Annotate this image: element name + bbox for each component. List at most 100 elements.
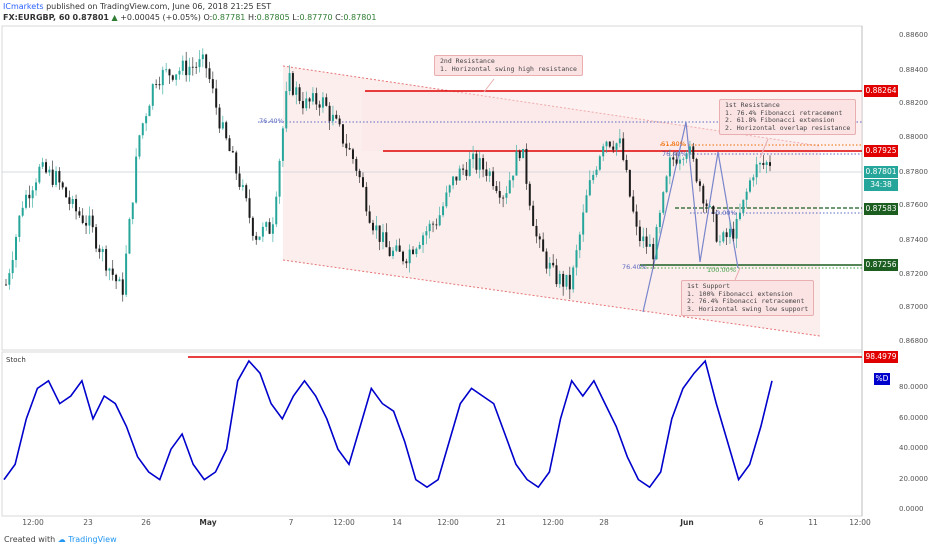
x-tick: Jun — [680, 518, 694, 527]
candle-body — [308, 98, 311, 102]
candle-body — [602, 146, 605, 157]
candle-body — [258, 236, 261, 240]
candle-body — [98, 248, 101, 253]
candle-body — [208, 68, 211, 80]
candle-body — [648, 243, 651, 247]
candle-body — [121, 279, 124, 295]
tradingview-link[interactable]: TradingView — [68, 535, 117, 544]
candle-body — [235, 152, 238, 174]
candle-body — [705, 203, 708, 207]
x-tick: 12:00 — [22, 518, 44, 527]
candle-body — [288, 73, 291, 92]
candle-body — [58, 171, 61, 183]
candle-body — [105, 249, 108, 271]
candle-body — [765, 162, 768, 166]
current-price-tag: 0.87801 — [864, 166, 898, 178]
candle-body — [275, 196, 278, 225]
candle-body — [368, 211, 371, 223]
candle-body — [595, 169, 598, 175]
first-support-callout[interactable]: 1st Support 1. 100% Fibonacci extension … — [681, 280, 815, 317]
candle-body — [125, 253, 128, 295]
candle-body — [422, 235, 425, 246]
candle-body — [248, 198, 251, 218]
open-label: O: — [203, 13, 213, 22]
candle-body — [498, 191, 501, 198]
candle-body — [328, 105, 331, 121]
candle-body — [618, 138, 621, 144]
candle-body — [251, 217, 254, 236]
x-tick: 21 — [496, 518, 506, 527]
candle-body — [542, 239, 545, 252]
candle-body — [28, 194, 31, 199]
candle-body — [261, 226, 264, 237]
candle-body — [418, 245, 421, 249]
candle-body — [712, 206, 715, 214]
y-tick: 0.86800 — [899, 337, 928, 345]
candle-body — [385, 232, 388, 248]
s1-pointer — [734, 267, 741, 281]
candle-body — [615, 143, 618, 150]
x-tick: 11 — [808, 518, 818, 527]
high-value: 0.87805 — [256, 13, 290, 22]
stoch-panel[interactable] — [1, 351, 863, 517]
candle-body — [21, 207, 24, 216]
published-text: published on TradingView.com, June 06, 2… — [46, 2, 272, 11]
second-resistance-tag: 0.88264 — [864, 85, 898, 97]
candle-body — [348, 148, 351, 150]
candle-body — [442, 206, 445, 216]
candle-body — [738, 212, 741, 219]
candle-body — [85, 222, 88, 226]
candle-body — [188, 66, 191, 76]
candle-body — [508, 180, 511, 194]
candle-body — [245, 185, 248, 199]
candle-body — [378, 225, 381, 242]
candle-body — [492, 171, 495, 187]
stoch-indicator-label[interactable]: Stoch — [6, 356, 26, 364]
candle-body — [588, 180, 591, 196]
candle-body — [745, 191, 748, 200]
publish-line: ICmarkets published on TradingView.com, … — [3, 2, 271, 11]
candle-body — [655, 226, 658, 260]
y-tick: 0.88000 — [899, 133, 928, 141]
candle-body — [685, 153, 688, 159]
fib-swing-lines — [642, 121, 739, 313]
candle-body — [675, 159, 678, 164]
stoch-level-tag: 98.4979 — [864, 351, 898, 363]
candle-body — [455, 176, 458, 181]
stoch-y-tick: 80.0000 — [899, 383, 928, 391]
candle-body — [151, 84, 154, 106]
candle-body — [185, 60, 188, 76]
candle-body — [278, 160, 281, 197]
created-with-text: Created with — [4, 535, 56, 544]
first-resistance-callout[interactable]: 1st Resistance 1. 76.4% Fibonacci retrac… — [719, 99, 857, 136]
candle-body — [715, 213, 718, 242]
candle-body — [301, 101, 304, 109]
candle-body — [525, 148, 528, 184]
candle-body — [662, 192, 665, 213]
high-label: H: — [247, 13, 257, 22]
candle-body — [515, 151, 518, 176]
candle-body — [315, 93, 318, 105]
y-tick: 0.87000 — [899, 303, 928, 311]
candle-body — [131, 202, 134, 220]
candle-body — [38, 166, 41, 183]
stoch-d-line — [3, 359, 773, 489]
candle-body — [171, 75, 174, 80]
candle-body — [702, 185, 705, 204]
candle-body — [512, 175, 515, 181]
second-resistance-callout[interactable]: 2nd Resistance 1. Horizontal swing high … — [434, 55, 583, 77]
candle-body — [111, 268, 114, 275]
candle-body — [281, 128, 284, 161]
x-tick: 12:00 — [333, 518, 355, 527]
candle-body — [115, 274, 118, 282]
candle-body — [522, 148, 525, 159]
symbol-name[interactable]: FX:EURGBP, 60 — [3, 13, 70, 22]
publisher-link[interactable]: ICmarkets — [3, 2, 44, 11]
candle-timer-tag: 34:38 — [864, 179, 898, 191]
x-tick: 12:00 — [437, 518, 459, 527]
candle-body — [568, 274, 571, 290]
x-tick: 23 — [83, 518, 93, 527]
candle-body — [438, 215, 441, 226]
candle-body — [55, 171, 58, 185]
